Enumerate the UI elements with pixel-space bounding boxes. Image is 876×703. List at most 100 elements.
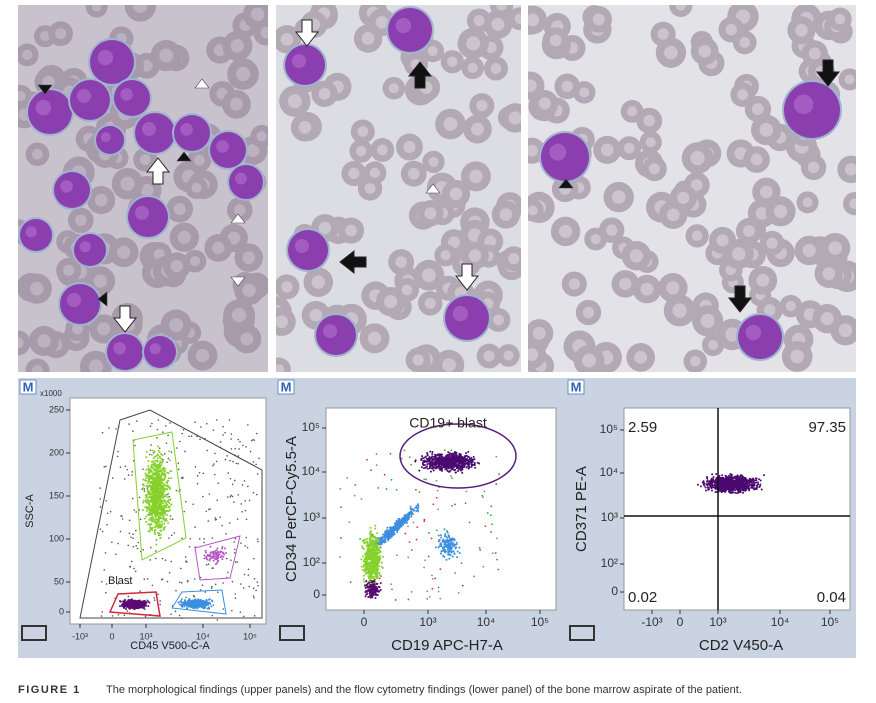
- blast-nucleus: [288, 230, 328, 270]
- x-tick-label: 0: [677, 615, 684, 629]
- event-dot: [441, 464, 444, 467]
- event-dot: [248, 585, 251, 588]
- event-dot: [435, 466, 438, 469]
- nucleolus: [113, 342, 126, 355]
- event-dot: [230, 433, 233, 435]
- event-dot: [443, 550, 446, 553]
- red-cell-center: [759, 185, 773, 199]
- red-cell-center: [242, 283, 256, 297]
- event-dot: [414, 506, 417, 509]
- red-cell-center: [756, 273, 770, 287]
- event-dot: [375, 453, 378, 455]
- event-dot: [440, 453, 443, 456]
- event-dot: [214, 557, 217, 560]
- red-cell-center: [88, 359, 104, 372]
- red-cell-center: [528, 144, 538, 157]
- event-dot: [252, 595, 255, 597]
- gate: [194, 535, 241, 581]
- red-cell-center: [191, 182, 202, 193]
- event-dot: [443, 457, 446, 460]
- event-dot: [466, 455, 469, 458]
- red-cell-center: [773, 204, 788, 219]
- event-dot: [374, 590, 377, 593]
- event-dot: [402, 523, 405, 526]
- red-cell-center: [30, 281, 44, 296]
- event-dot: [101, 530, 104, 533]
- event-dot: [362, 555, 365, 558]
- event-dot: [209, 508, 211, 510]
- event-dot: [454, 471, 457, 474]
- event-dot: [99, 506, 102, 508]
- event-dot: [420, 466, 423, 469]
- event-dot: [442, 461, 445, 464]
- event-dot: [389, 452, 392, 455]
- event-dot: [136, 547, 139, 550]
- event-dot: [377, 540, 380, 543]
- event-dot: [373, 559, 376, 562]
- event-dot: [178, 581, 181, 584]
- event-dot: [426, 454, 429, 457]
- event-dot: [244, 509, 247, 512]
- event-dot: [369, 584, 372, 587]
- event-dot: [175, 589, 177, 592]
- micrograph: [528, 5, 856, 372]
- event-dot: [408, 541, 411, 544]
- event-dot: [222, 582, 224, 584]
- event-dot: [131, 605, 134, 608]
- y-tick-label: 10³: [601, 510, 618, 524]
- event-dot: [416, 508, 419, 511]
- event-dot: [410, 549, 413, 551]
- event-dot: [454, 543, 457, 546]
- event-dot: [402, 516, 405, 519]
- x-tick-label: 10³: [419, 615, 436, 629]
- event-dot: [247, 485, 249, 488]
- event-dot: [208, 493, 211, 495]
- event-dot: [375, 576, 378, 579]
- event-dot: [167, 499, 170, 502]
- red-cell-center: [240, 332, 254, 346]
- event-dot: [243, 480, 246, 482]
- event-dot: [161, 506, 164, 509]
- event-dot: [451, 477, 454, 480]
- event-dot: [159, 504, 162, 507]
- event-dot: [435, 529, 438, 532]
- red-cell-center: [246, 144, 260, 158]
- event-dot: [209, 553, 212, 556]
- event-dot: [155, 539, 158, 541]
- event-dot: [256, 538, 259, 540]
- red-cell-center: [582, 353, 596, 368]
- event-dot: [158, 466, 161, 469]
- event-dot: [198, 538, 201, 540]
- event-dot: [434, 577, 437, 580]
- event-dot: [466, 462, 469, 465]
- event-dot: [196, 482, 199, 485]
- event-dot: [250, 439, 253, 442]
- red-cell: [669, 5, 693, 18]
- red-cell-center: [690, 355, 701, 367]
- event-dot: [193, 603, 196, 606]
- x-tick-label: 0: [361, 615, 368, 629]
- red-cell-center: [532, 326, 546, 340]
- event-dot: [366, 564, 369, 567]
- event-dot: [370, 590, 373, 593]
- event-dot: [364, 538, 367, 541]
- nucleolus: [67, 293, 81, 307]
- event-dot: [184, 600, 187, 603]
- event-dot: [372, 583, 375, 586]
- event-dot: [484, 525, 487, 528]
- red-cell-center: [256, 131, 267, 142]
- event-dot: [160, 520, 163, 523]
- event-dot: [125, 605, 128, 608]
- event-dot: [454, 503, 456, 506]
- event-dot: [190, 435, 193, 438]
- event-dot: [456, 550, 459, 553]
- event-dot: [159, 513, 162, 516]
- event-dot: [160, 508, 163, 511]
- y-tick-label: 100: [49, 533, 64, 543]
- blast-nucleus: [144, 336, 176, 368]
- red-cell-center: [133, 5, 148, 14]
- event-dot: [143, 479, 146, 482]
- event-dot: [152, 457, 155, 460]
- event-dot: [199, 438, 201, 441]
- red-cell-center: [698, 44, 711, 58]
